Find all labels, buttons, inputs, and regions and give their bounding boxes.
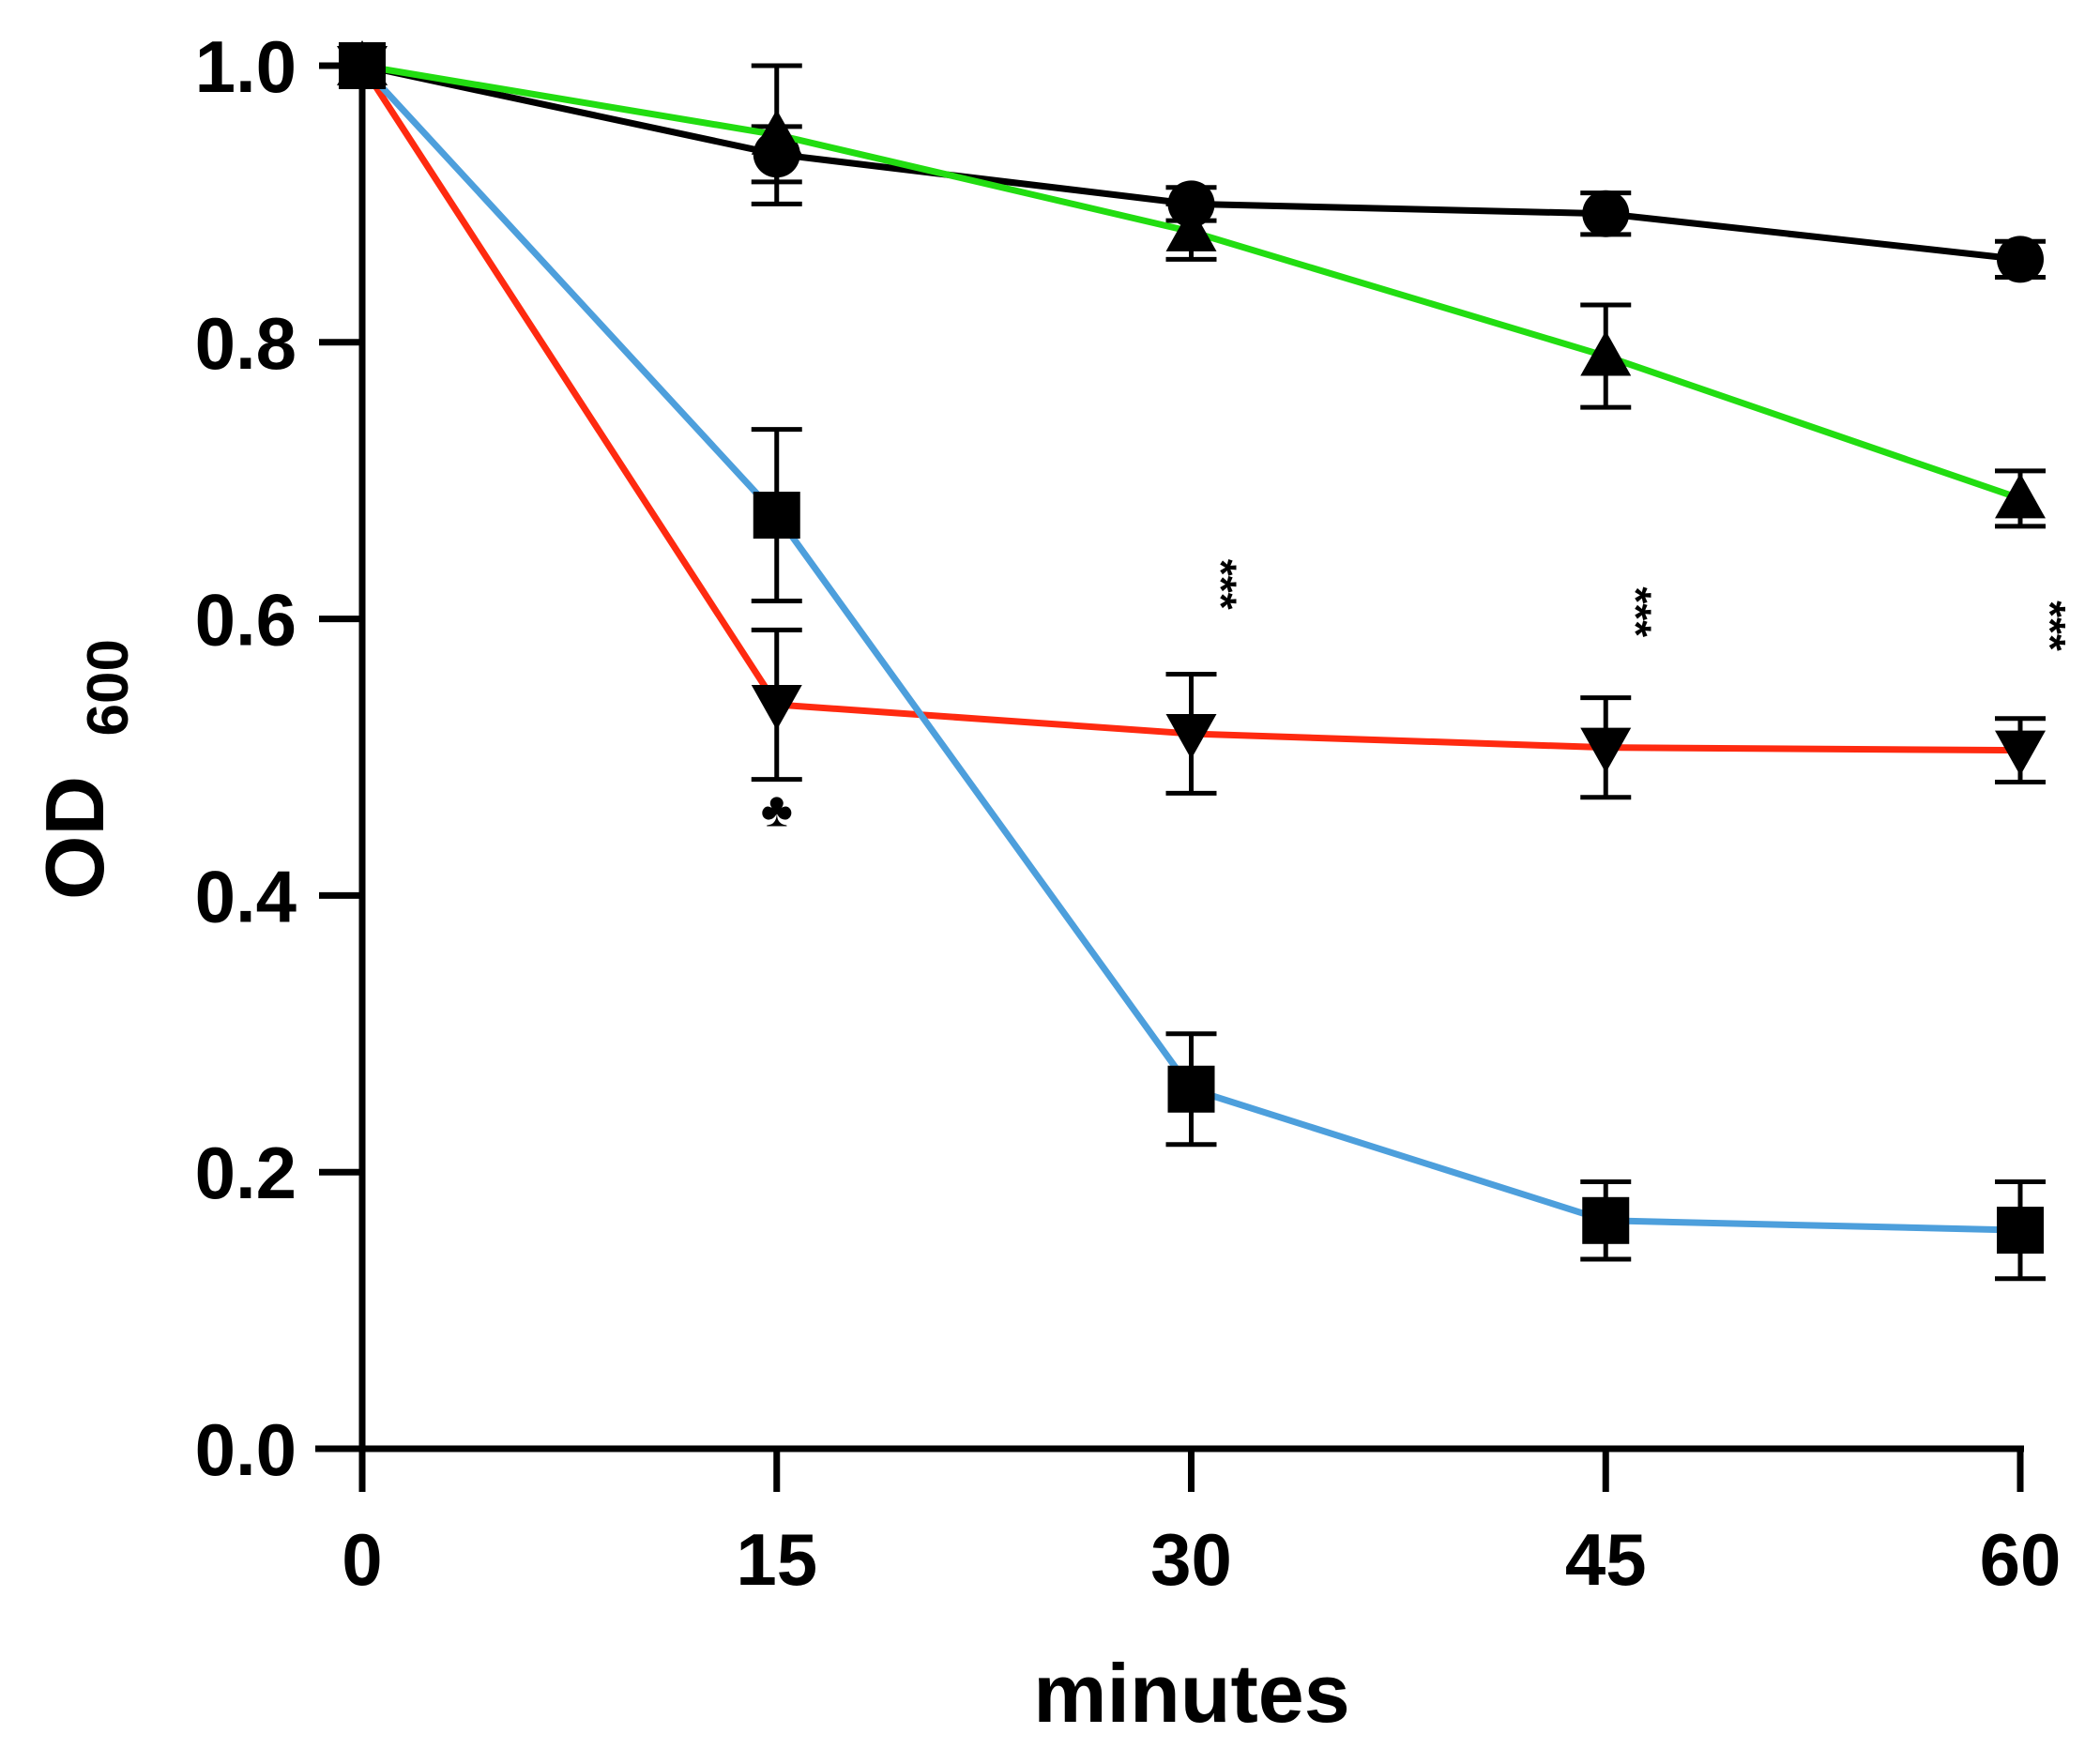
data-point bbox=[1995, 473, 2046, 519]
x-tick-label: 60 bbox=[1980, 1518, 2062, 1601]
x-tick-label: 30 bbox=[1150, 1518, 1232, 1601]
y-tick-label: 0.6 bbox=[195, 579, 297, 662]
axes: 0.0 0.2 0.4 0.6 0.8 1.0 0 15 30 45 60 bbox=[195, 25, 2062, 1601]
data-point bbox=[339, 42, 386, 89]
series-line bbox=[359, 64, 2021, 754]
data-point bbox=[751, 684, 802, 730]
series-1 bbox=[337, 40, 2046, 529]
y-tick-label: 0.0 bbox=[195, 1408, 297, 1491]
data-point bbox=[1582, 1196, 1630, 1244]
data-point bbox=[1165, 205, 1217, 251]
data-point bbox=[751, 109, 802, 155]
series-layer bbox=[337, 40, 2046, 1282]
x-axis-title: minutes bbox=[1033, 1647, 1349, 1740]
x-tick-label: 15 bbox=[736, 1518, 817, 1601]
club-symbol: ♣ bbox=[761, 783, 793, 838]
significance-stars: *** bbox=[1197, 559, 1246, 610]
data-point bbox=[1997, 236, 2044, 283]
series-line bbox=[361, 62, 2022, 502]
y-tick-label: 1.0 bbox=[195, 25, 297, 108]
annotation-layer: *** *** *** ♣ bbox=[761, 559, 2075, 838]
data-point bbox=[1582, 190, 1630, 237]
significance-stars: *** bbox=[2026, 601, 2075, 651]
significance-stars: *** bbox=[1611, 586, 1660, 637]
data-point bbox=[1165, 713, 1217, 759]
data-point bbox=[1580, 330, 1632, 376]
data-point bbox=[753, 492, 800, 540]
y-tick-label: 0.2 bbox=[195, 1132, 297, 1214]
x-tick-label: 0 bbox=[342, 1518, 382, 1601]
x-tick-label: 45 bbox=[1565, 1518, 1647, 1601]
data-point bbox=[1995, 730, 2046, 776]
data-point bbox=[1167, 1065, 1215, 1113]
y-axis-title-main: OD bbox=[28, 776, 121, 900]
data-point bbox=[1580, 727, 1632, 773]
y-axis-title-subscript: 600 bbox=[76, 639, 141, 736]
y-axis-title: OD 600 bbox=[28, 639, 141, 900]
y-tick-label: 0.8 bbox=[195, 302, 297, 385]
series-3 bbox=[339, 42, 2046, 1282]
y-tick-label: 0.4 bbox=[195, 855, 297, 937]
data-point bbox=[1997, 1207, 2044, 1255]
